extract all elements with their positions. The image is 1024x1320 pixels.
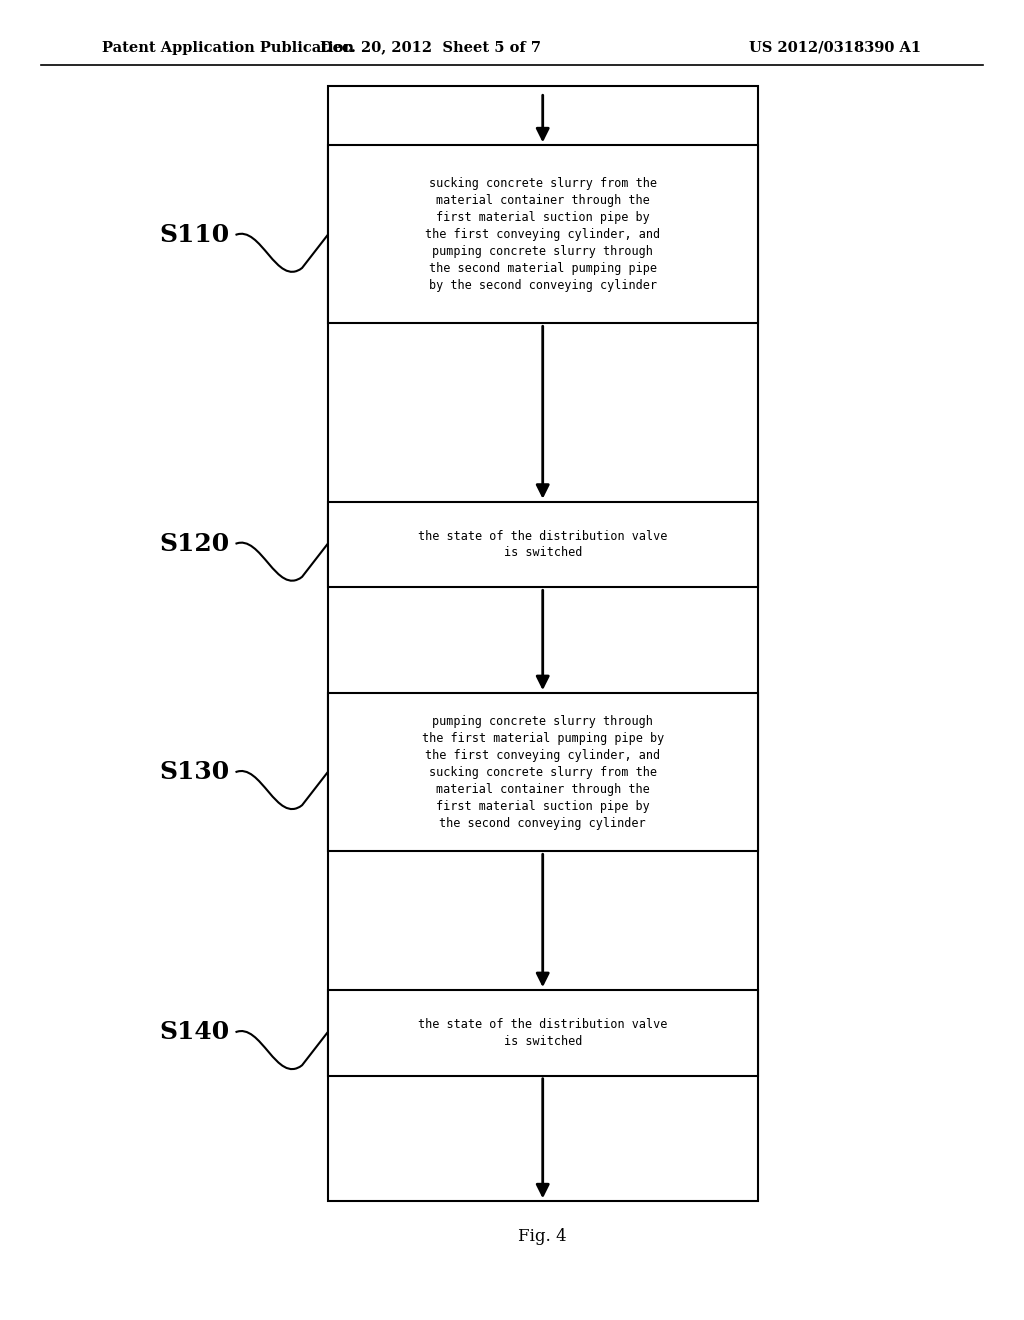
Text: the state of the distribution valve
is switched: the state of the distribution valve is s… <box>418 529 668 560</box>
Bar <box>328 145 758 323</box>
Bar <box>328 86 758 1201</box>
Text: S110: S110 <box>160 223 229 247</box>
Text: S120: S120 <box>160 532 229 556</box>
Text: S130: S130 <box>160 760 229 784</box>
Text: Fig. 4: Fig. 4 <box>518 1229 567 1245</box>
Text: sucking concrete slurry from the
material container through the
first material s: sucking concrete slurry from the materia… <box>425 177 660 292</box>
Text: pumping concrete slurry through
the first material pumping pipe by
the first con: pumping concrete slurry through the firs… <box>422 714 664 830</box>
Text: S140: S140 <box>160 1020 229 1044</box>
Text: US 2012/0318390 A1: US 2012/0318390 A1 <box>750 41 922 54</box>
Text: Patent Application Publication: Patent Application Publication <box>102 41 354 54</box>
Text: the state of the distribution valve
is switched: the state of the distribution valve is s… <box>418 1018 668 1048</box>
Bar <box>328 502 758 587</box>
Bar <box>328 693 758 851</box>
Text: Dec. 20, 2012  Sheet 5 of 7: Dec. 20, 2012 Sheet 5 of 7 <box>319 41 541 54</box>
Bar <box>328 990 758 1076</box>
